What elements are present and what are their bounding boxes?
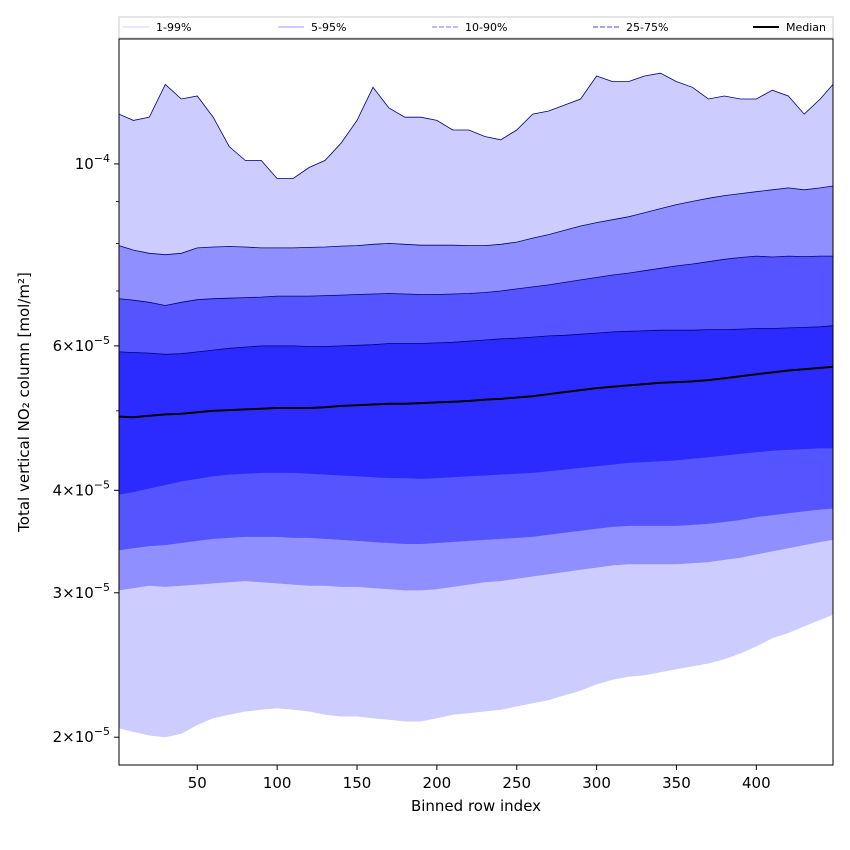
x-tick-label: 50 [188,774,207,792]
legend-label: 25-75% [626,21,668,34]
median-layer [118,365,834,419]
y-tick-label: 4×10−5 [53,478,110,499]
x-tick-label: 400 [742,774,771,792]
x-tick-label: 200 [423,774,452,792]
legend-label: 1-99% [156,21,191,34]
y-tick-label: 10−4 [75,152,110,173]
y-tick-label: 6×10−5 [53,334,110,355]
y-tick-label: 3×10−5 [53,581,110,602]
plot-frame [118,38,834,766]
band-edge-10-90% [119,255,833,306]
x-tick-label: 150 [343,774,372,792]
x-tick-label: 300 [582,774,611,792]
band-edge-25-75% [119,325,833,355]
legend: 1-99% 5-95% 10-90% 25-75% Median [118,16,834,39]
legend-box [118,16,834,39]
x-axis: 50 100 150 200 250 300 350 400 [188,765,771,792]
legend-label: 10-90% [465,21,507,34]
bands-layer [119,72,833,738]
x-axis-label: Binned row index [411,797,541,815]
band-edge-5-95% [119,185,833,256]
legend-label: Median [786,21,826,34]
y-tick-label: 2×10−5 [53,725,110,746]
x-tick-label: 350 [662,774,691,792]
x-tick-label: 100 [263,774,292,792]
band-25-75% [119,325,833,495]
band-edge-1-99% [119,72,833,179]
x-tick-label: 250 [502,774,531,792]
legend-label: 5-95% [311,21,346,34]
y-axis: 2×10−5 3×10−5 4×10−5 6×10−5 10−4 [53,152,119,746]
y-axis-label: Total vertical NO₂ column [mol/m²] [15,272,33,533]
median-line [118,365,834,419]
